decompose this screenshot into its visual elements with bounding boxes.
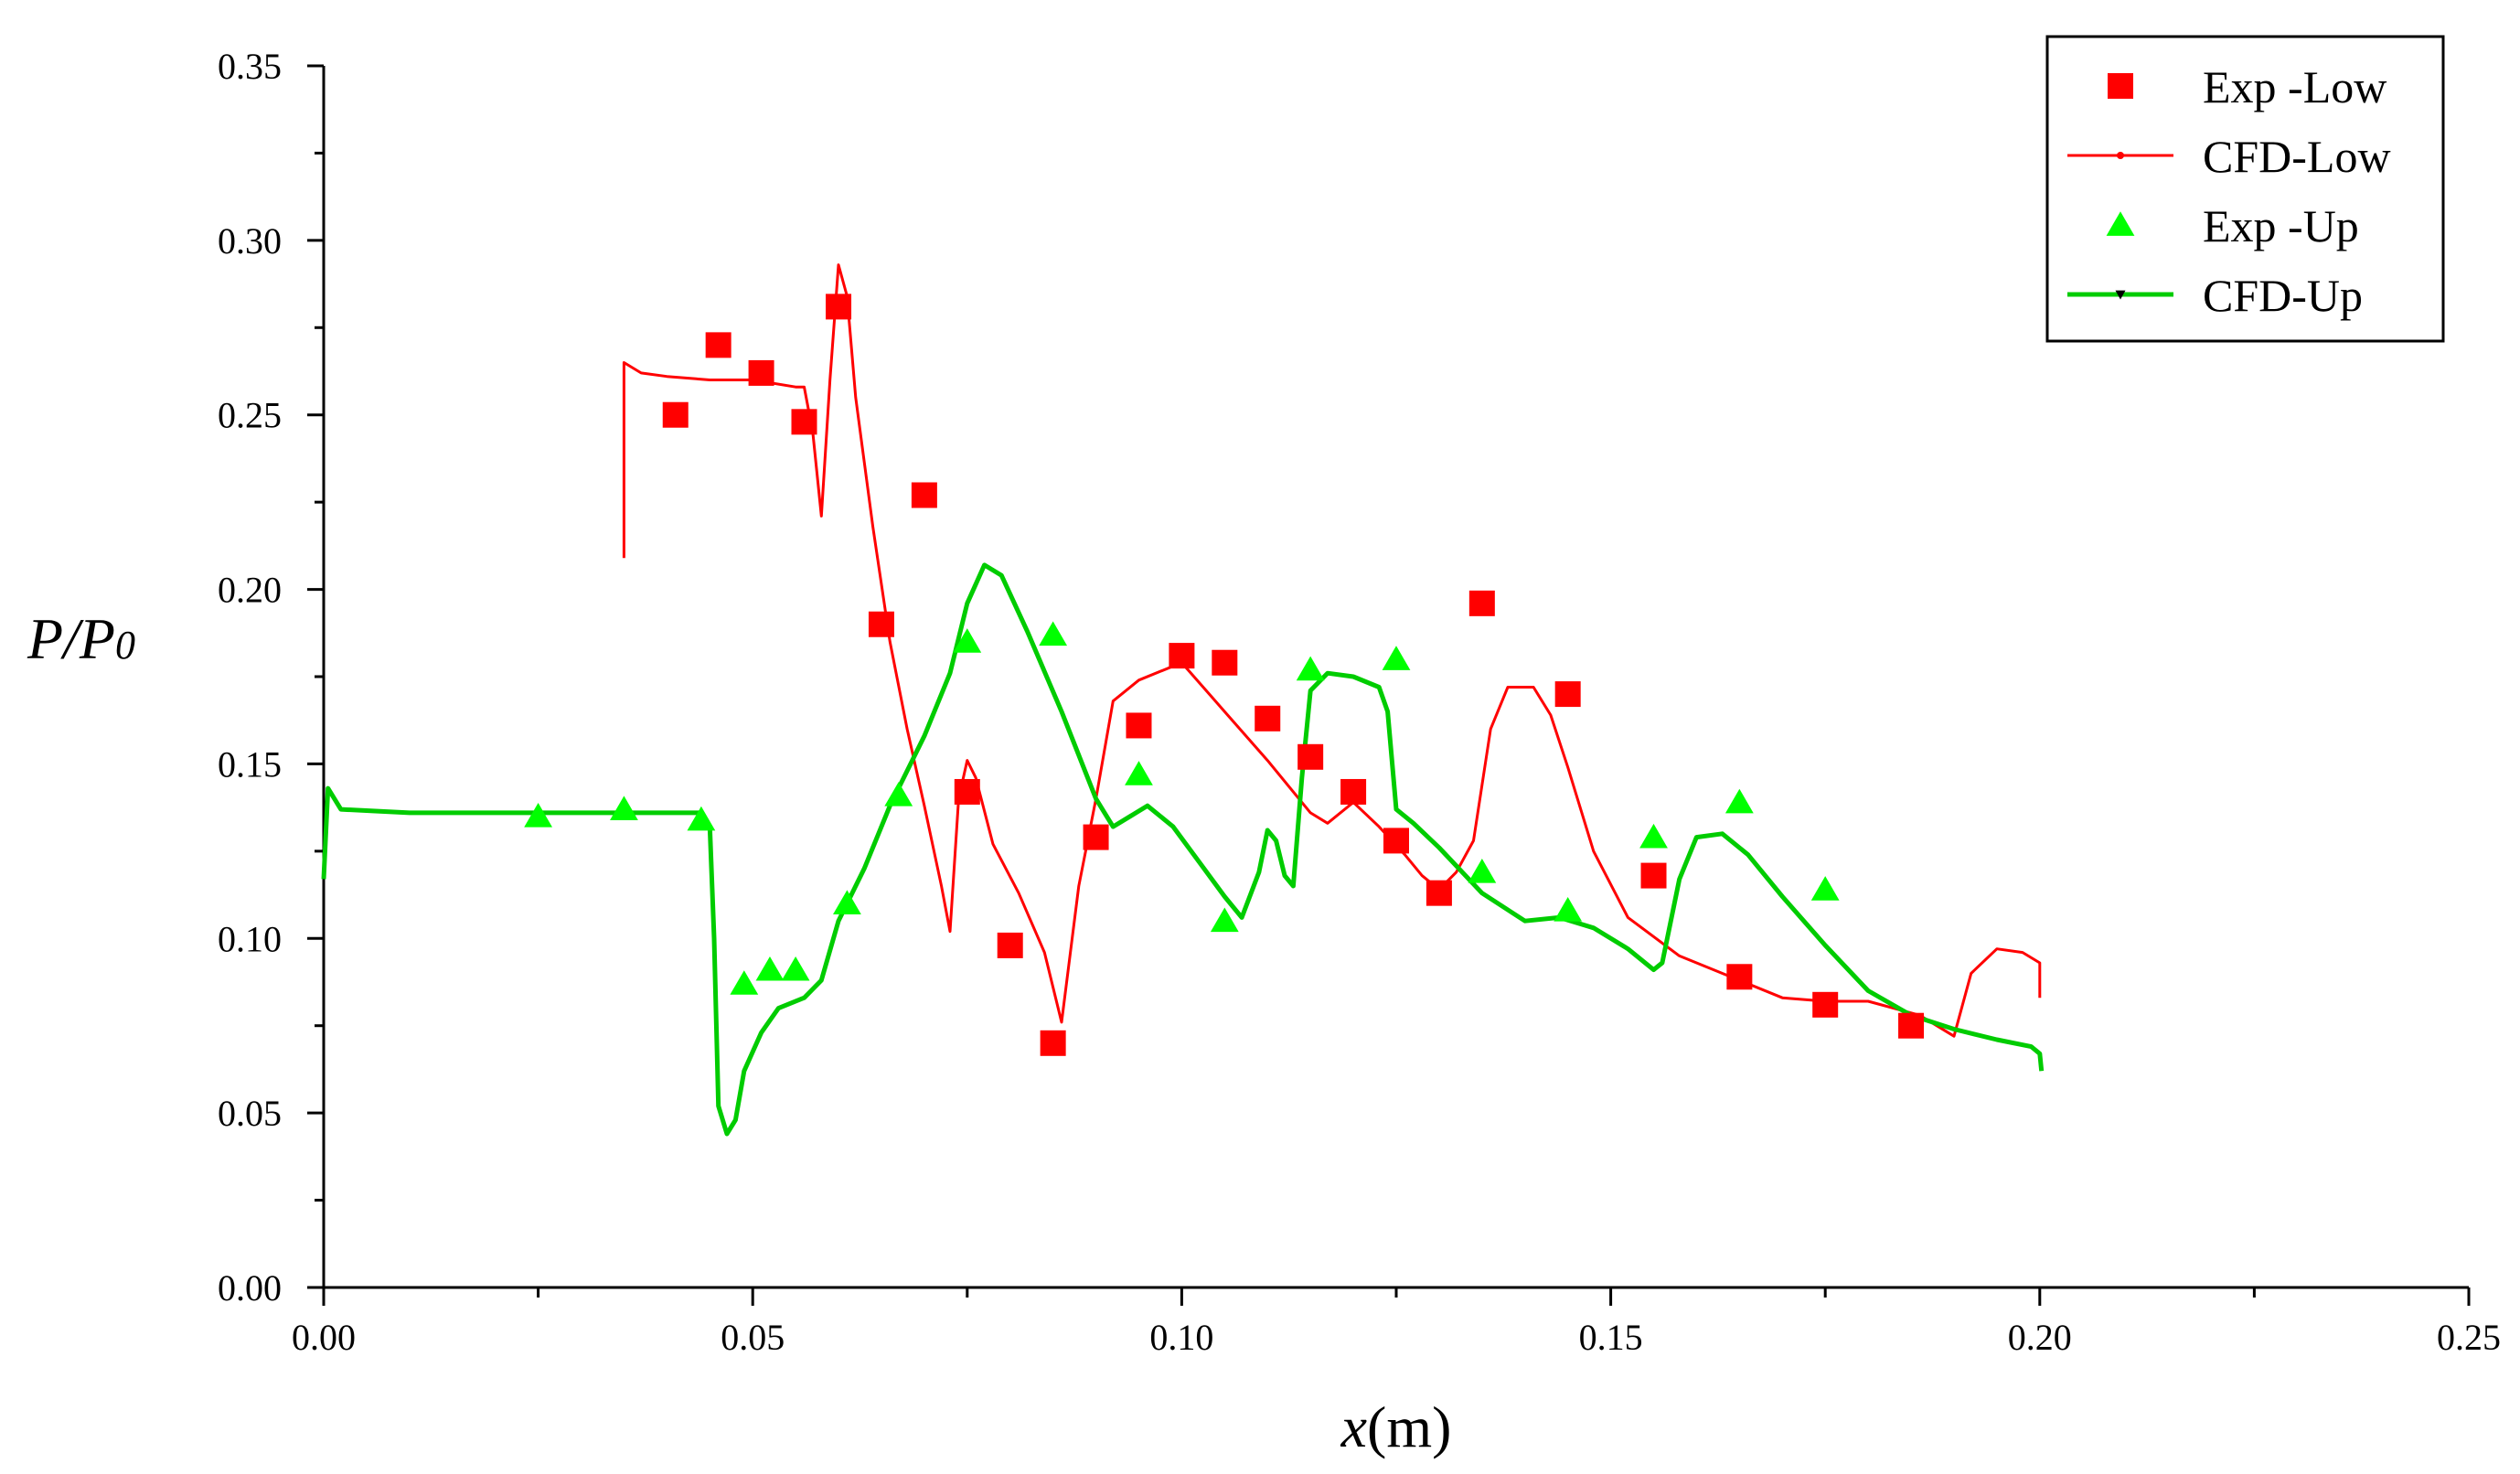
data-point-exp-low <box>1297 743 1324 770</box>
data-point-exp-up <box>1210 907 1239 933</box>
data-point-exp-low <box>1126 712 1152 739</box>
data-point-exp-low <box>1340 778 1367 805</box>
data-point-exp-low <box>868 611 894 637</box>
legend-label: CFD-Up <box>2203 270 2363 321</box>
series <box>321 263 2045 1137</box>
data-point-exp-low <box>954 778 980 805</box>
series-line-cfd-up <box>321 562 2045 1137</box>
y-tick-label: 0.25 <box>218 395 282 436</box>
data-point-exp-low <box>997 932 1023 958</box>
data-point-exp-low <box>662 401 689 428</box>
data-point-exp-low <box>1640 862 1667 889</box>
legend-item-exp-up: Exp -Up <box>2106 200 2359 251</box>
y-tick-label: 0.05 <box>218 1093 282 1134</box>
data-point-exp-up <box>781 956 810 981</box>
legend-label: CFD-Low <box>2203 131 2391 182</box>
x-tick-label: 0.15 <box>1579 1317 1643 1358</box>
x-tick-label: 0.25 <box>2437 1317 2501 1358</box>
legend-item-cfd-low: CFD-Low <box>2067 131 2391 182</box>
y-ticks: 0.00 0.05 0.10 0.15 0.20 0.25 0.30 0.35 <box>218 46 324 1308</box>
legend-item-cfd-up: CFD-Up <box>2067 270 2363 321</box>
x-tick-label: 0.00 <box>292 1317 356 1358</box>
legend-item-exp-low: Exp -Low <box>2108 61 2387 112</box>
data-point-exp-low <box>1726 964 1753 990</box>
series-exp-up <box>524 621 1840 995</box>
data-point-exp-up <box>1554 897 1583 922</box>
legend-items: Exp -Low CFD-Low Exp -Up CFD-Up <box>2067 61 2391 321</box>
data-point-exp-low <box>1898 1012 1925 1039</box>
data-point-exp-up <box>1639 823 1668 849</box>
data-point-exp-low <box>826 294 852 320</box>
data-point-exp-up <box>687 806 716 831</box>
y-axis-title-main: P/P <box>27 606 115 671</box>
data-point-exp-up <box>610 796 638 820</box>
legend-swatch-marker <box>2115 290 2126 300</box>
data-point-exp-low <box>1040 1030 1066 1056</box>
data-point-exp-low <box>1468 590 1495 616</box>
series-cfd-up <box>321 562 2045 1137</box>
data-point-exp-low <box>1212 649 1238 676</box>
x-axis-title: x(m) <box>1340 1394 1452 1459</box>
data-point-exp-up <box>833 890 861 915</box>
x-ticks: 0.00 0.05 0.10 0.15 0.20 0.25 <box>292 1287 2501 1358</box>
x-tick-label: 0.05 <box>721 1317 785 1358</box>
data-point-exp-up <box>524 802 552 828</box>
series-exp-low <box>662 294 1925 1056</box>
data-point-exp-up <box>1724 788 1754 814</box>
data-point-exp-up <box>1810 876 1840 901</box>
data-point-exp-low <box>1383 828 1409 854</box>
data-point-exp-up <box>755 956 785 981</box>
data-point-exp-low <box>1255 705 1281 732</box>
data-point-exp-up <box>953 628 982 653</box>
legend-swatch-marker <box>2117 152 2124 159</box>
data-point-exp-low <box>1169 643 1195 669</box>
data-point-exp-low <box>705 332 731 358</box>
data-point-exp-up <box>1382 646 1411 670</box>
y-tick-label: 0.15 <box>218 743 282 785</box>
legend-label: Exp -Up <box>2203 200 2359 251</box>
data-point-exp-low <box>911 482 937 508</box>
data-point-exp-low <box>1426 880 1452 906</box>
legend: Exp -Low CFD-Low Exp -Up CFD-Up <box>2045 35 2445 343</box>
data-point-exp-up <box>1039 621 1068 646</box>
legend-label: Exp -Low <box>2203 61 2387 112</box>
y-tick-label: 0.35 <box>218 46 282 87</box>
y-tick-label: 0.00 <box>218 1267 282 1308</box>
data-point-exp-low <box>1554 681 1581 708</box>
x-axis-title-var: x <box>1340 1394 1367 1459</box>
y-axis-title: P/P0 <box>27 606 135 671</box>
y-axis-title-sub: 0 <box>115 623 135 668</box>
data-point-exp-up <box>730 970 759 995</box>
y-tick-label: 0.30 <box>218 220 282 262</box>
y-tick-label: 0.10 <box>218 918 282 959</box>
data-point-exp-up <box>1468 859 1497 883</box>
data-point-exp-low <box>791 409 817 435</box>
data-point-exp-up <box>1296 656 1325 681</box>
y-tick-label: 0.20 <box>218 570 282 611</box>
data-point-exp-low <box>1812 991 1839 1018</box>
x-tick-label: 0.10 <box>1149 1317 1213 1358</box>
data-point-exp-up <box>884 782 913 806</box>
x-axis-title-unit: (m) <box>1367 1394 1451 1459</box>
legend-swatch-marker <box>2106 211 2135 236</box>
data-point-exp-up <box>1125 761 1153 785</box>
data-point-exp-low <box>748 359 774 386</box>
legend-swatch-marker <box>2108 73 2133 99</box>
data-point-exp-low <box>1083 824 1109 850</box>
x-tick-label: 0.20 <box>2008 1317 2072 1358</box>
